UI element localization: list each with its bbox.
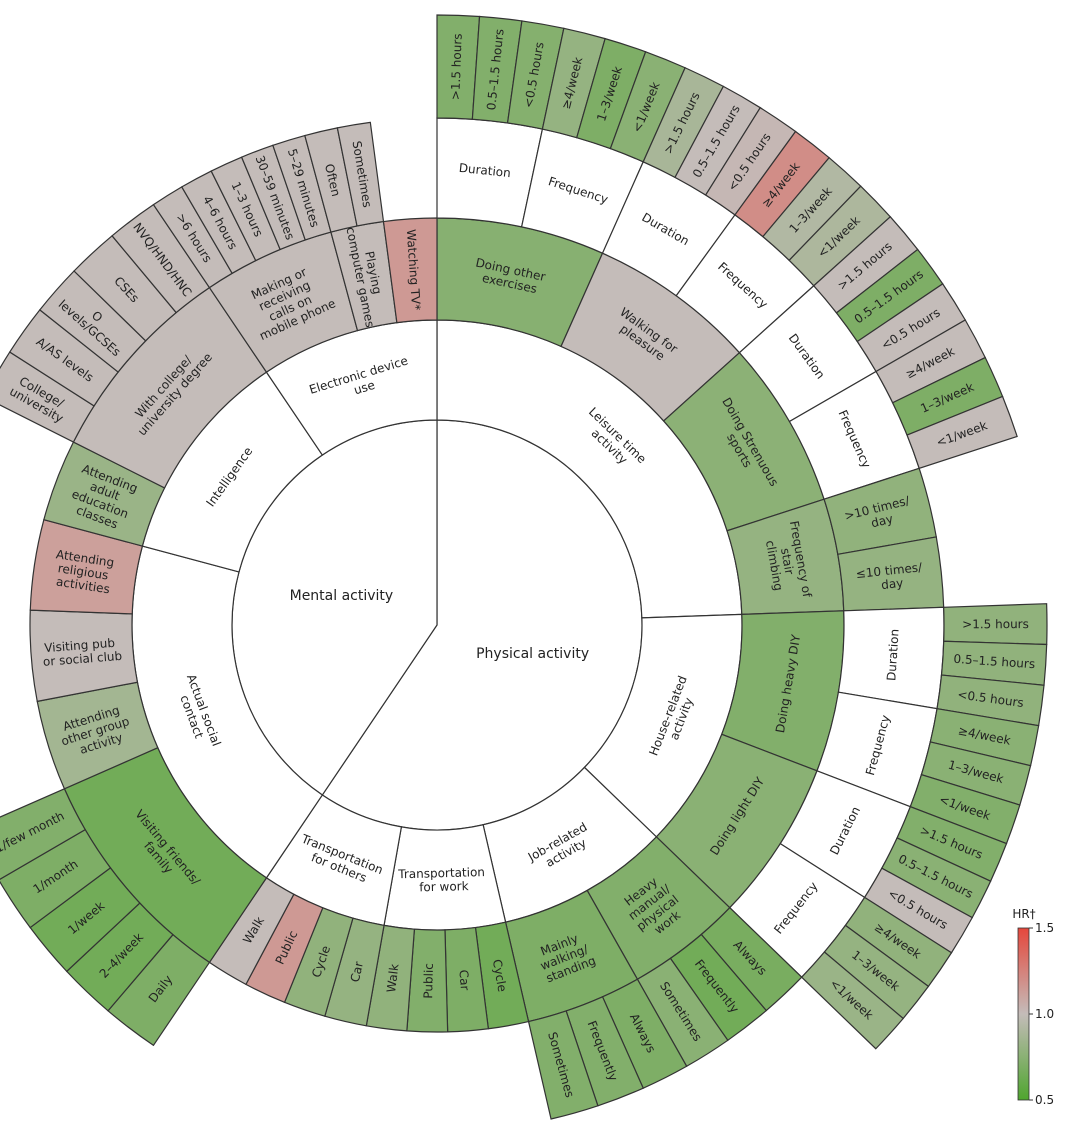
segment-label: 0.5–1.5 hours (953, 652, 1035, 671)
segment-label: Physical activity (476, 646, 589, 662)
colorbar-label: HR† (1012, 907, 1035, 921)
segment (527, 1010, 599, 1120)
segment-label: Car (348, 960, 366, 983)
colorbar-tick-label: 1.5 (1035, 921, 1054, 935)
segment (906, 395, 1018, 470)
segment-label: Duration (884, 628, 901, 681)
segment (382, 217, 438, 324)
segment-label: Transportation for work (397, 865, 489, 895)
segment-label: Walk (384, 963, 401, 993)
segment-label: Mental activity (290, 588, 394, 604)
segment-label: >1.5 hours (962, 617, 1029, 631)
colorbar (1017, 927, 1030, 1101)
segment (800, 951, 904, 1050)
segment-label: Visiting pub or social club (41, 635, 122, 669)
colorbar-tick-label: 0.5 (1035, 1093, 1054, 1107)
segment-label: Duration (458, 161, 511, 180)
segment (336, 121, 385, 227)
segment-label: Car (456, 969, 472, 991)
segment-label: >1.5 hours (448, 33, 464, 100)
segment-label: Cycle (490, 958, 510, 993)
segment (0, 787, 86, 880)
segment-label: Watching TV* (404, 229, 423, 311)
colorbar-tick-label: 1.0 (1035, 1007, 1054, 1021)
segment-label: Public (421, 963, 436, 999)
